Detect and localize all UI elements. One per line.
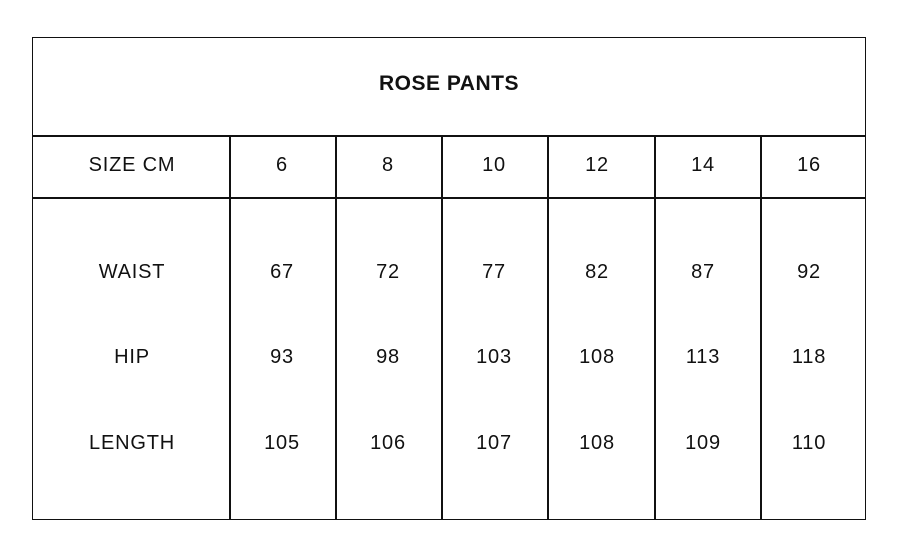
measurement-cell: 113: [685, 346, 721, 368]
measurement-cell: 103: [476, 346, 512, 368]
measurement-cell: 108: [579, 432, 615, 454]
measurement-cell: 109: [685, 432, 721, 454]
column-divider: [229, 136, 231, 520]
row-label: LENGTH: [89, 432, 175, 454]
measurement-cell: 106: [370, 432, 406, 454]
row-label: HIP: [114, 346, 150, 368]
measurement-cell: 67: [270, 261, 294, 283]
size-header: 6: [276, 154, 288, 176]
measurement-cell: 93: [270, 346, 294, 368]
size-header: 8: [382, 154, 394, 176]
column-divider: [335, 136, 337, 520]
measurement-cell: 77: [482, 261, 506, 283]
measurement-cell: 98: [376, 346, 400, 368]
measurement-cell: 108: [579, 346, 615, 368]
header-divider: [32, 197, 866, 199]
measurement-cell: 105: [264, 432, 300, 454]
measurement-cell: 118: [791, 346, 827, 368]
column-divider: [760, 136, 762, 520]
measurement-cell: 82: [585, 261, 609, 283]
measurement-cell: 107: [476, 432, 512, 454]
column-divider: [441, 136, 443, 520]
title-divider: [32, 135, 866, 137]
size-header: 12: [585, 154, 609, 176]
size-header: 10: [482, 154, 506, 176]
measurement-cell: 72: [376, 261, 400, 283]
measurement-cell: 110: [791, 432, 827, 454]
measurement-cell: 87: [691, 261, 715, 283]
table-title: ROSE PANTS: [379, 72, 519, 95]
column-divider: [654, 136, 656, 520]
size-chart-table: [32, 37, 866, 520]
size-header: 16: [797, 154, 821, 176]
row-label: WAIST: [98, 261, 166, 283]
column-divider: [547, 136, 549, 520]
header-label: SIZE CM: [88, 154, 176, 176]
size-header: 14: [691, 154, 715, 176]
measurement-cell: 92: [797, 261, 821, 283]
